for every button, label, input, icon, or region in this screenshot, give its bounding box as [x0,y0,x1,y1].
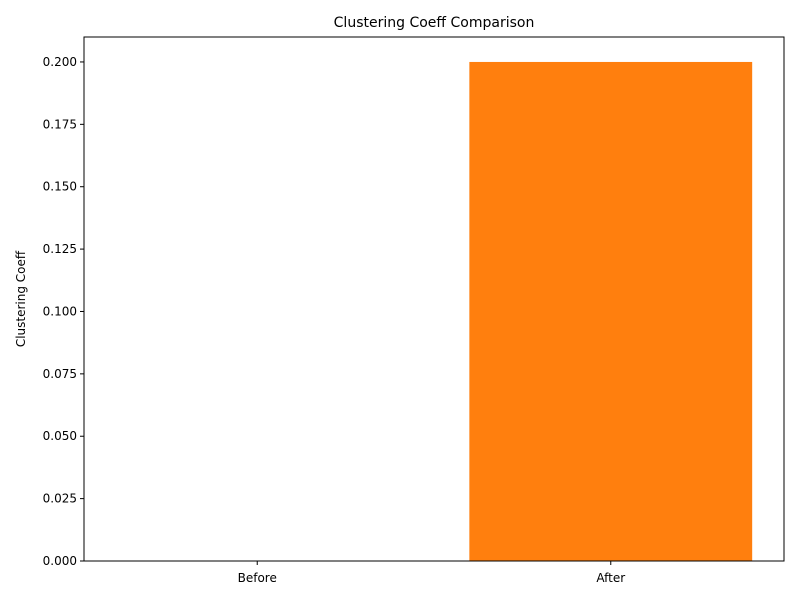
chart-title: Clustering Coeff Comparison [334,15,535,31]
plot-frame [83,36,785,562]
y-tick-label: 0.075 [43,367,77,381]
y-tick-label: 0.025 [43,492,77,506]
y-tick-label: 0.050 [43,429,77,443]
x-tick-label: After [596,571,625,585]
x-tick-label: Before [238,571,277,585]
bars-group [469,61,753,561]
y-tick-label: 0.000 [43,554,77,568]
y-tick-label: 0.125 [43,242,77,256]
y-axis: 0.000 0.025 0.050 0.075 0.100 0.125 0.150 0.175… [43,55,84,568]
y-tick-label: 0.200 [43,55,77,69]
y-tick-label: 0.150 [43,180,77,194]
y-axis-label: Clustering Coeff [14,250,28,347]
bar-after [469,61,753,561]
y-tick-label: 0.100 [43,304,77,318]
x-axis: Before After [238,561,625,585]
y-tick-label: 0.175 [43,117,77,131]
